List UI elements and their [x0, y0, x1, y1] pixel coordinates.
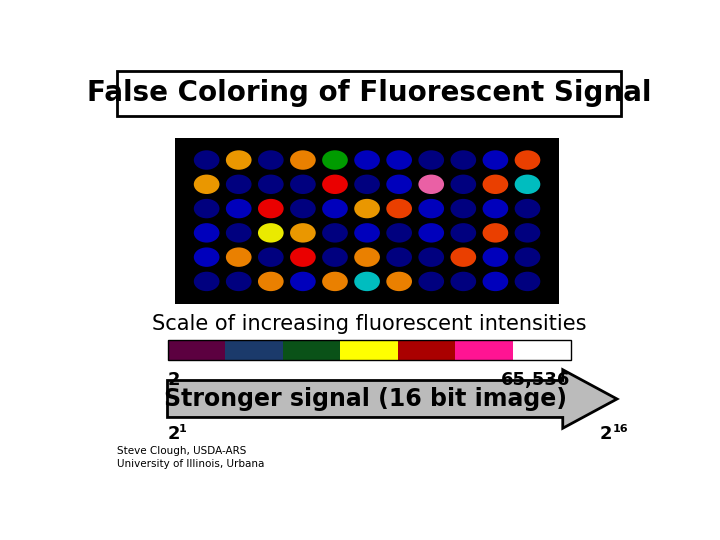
- Ellipse shape: [418, 199, 444, 218]
- Bar: [168, 340, 225, 361]
- Bar: [397, 340, 455, 361]
- Ellipse shape: [387, 174, 412, 194]
- Bar: [168, 340, 570, 361]
- Ellipse shape: [290, 223, 316, 242]
- Ellipse shape: [387, 247, 412, 267]
- Ellipse shape: [322, 150, 348, 170]
- Text: Stronger signal (16 bit image): Stronger signal (16 bit image): [163, 387, 567, 411]
- Ellipse shape: [194, 199, 220, 218]
- Ellipse shape: [387, 199, 412, 218]
- Ellipse shape: [482, 150, 508, 170]
- Text: Steve Clough, USDA-ARS
University of Illinois, Urbana: Steve Clough, USDA-ARS University of Ill…: [117, 446, 264, 469]
- Bar: [513, 340, 570, 361]
- Ellipse shape: [354, 174, 380, 194]
- Ellipse shape: [322, 199, 348, 218]
- Ellipse shape: [482, 174, 508, 194]
- Bar: [341, 340, 397, 361]
- Ellipse shape: [258, 247, 284, 267]
- Ellipse shape: [354, 247, 380, 267]
- Ellipse shape: [258, 150, 284, 170]
- Ellipse shape: [290, 174, 316, 194]
- Ellipse shape: [387, 150, 412, 170]
- Ellipse shape: [515, 272, 540, 291]
- Text: 2: 2: [168, 372, 180, 389]
- Ellipse shape: [226, 150, 251, 170]
- Ellipse shape: [354, 199, 380, 218]
- Ellipse shape: [194, 174, 220, 194]
- Ellipse shape: [451, 247, 476, 267]
- Ellipse shape: [354, 272, 380, 291]
- Text: Scale of increasing fluorescent intensities: Scale of increasing fluorescent intensit…: [152, 314, 586, 334]
- Ellipse shape: [515, 199, 540, 218]
- Ellipse shape: [482, 272, 508, 291]
- Ellipse shape: [451, 174, 476, 194]
- Ellipse shape: [451, 199, 476, 218]
- Ellipse shape: [418, 174, 444, 194]
- Ellipse shape: [515, 223, 540, 242]
- Ellipse shape: [194, 247, 220, 267]
- Bar: [117, 71, 621, 116]
- Ellipse shape: [258, 223, 284, 242]
- Ellipse shape: [322, 174, 348, 194]
- Ellipse shape: [290, 199, 316, 218]
- Ellipse shape: [194, 150, 220, 170]
- Ellipse shape: [258, 199, 284, 218]
- Ellipse shape: [258, 272, 284, 291]
- Ellipse shape: [354, 223, 380, 242]
- Bar: [175, 138, 559, 303]
- Ellipse shape: [354, 150, 380, 170]
- Ellipse shape: [322, 247, 348, 267]
- Ellipse shape: [194, 272, 220, 291]
- Ellipse shape: [290, 272, 316, 291]
- Ellipse shape: [194, 223, 220, 242]
- Ellipse shape: [322, 272, 348, 291]
- Ellipse shape: [226, 174, 251, 194]
- Text: 16: 16: [612, 423, 628, 434]
- Text: 65,536: 65,536: [501, 372, 570, 389]
- Ellipse shape: [322, 223, 348, 242]
- Ellipse shape: [226, 272, 251, 291]
- Ellipse shape: [451, 223, 476, 242]
- Ellipse shape: [482, 199, 508, 218]
- Ellipse shape: [482, 247, 508, 267]
- Ellipse shape: [387, 223, 412, 242]
- Ellipse shape: [226, 199, 251, 218]
- Ellipse shape: [418, 272, 444, 291]
- Text: 2: 2: [168, 425, 180, 443]
- Polygon shape: [168, 370, 617, 428]
- Ellipse shape: [290, 150, 316, 170]
- Bar: [455, 340, 513, 361]
- Ellipse shape: [515, 174, 540, 194]
- Ellipse shape: [451, 272, 476, 291]
- Ellipse shape: [387, 272, 412, 291]
- Ellipse shape: [418, 223, 444, 242]
- Bar: [283, 340, 341, 361]
- Ellipse shape: [482, 223, 508, 242]
- Bar: [225, 340, 283, 361]
- Ellipse shape: [515, 247, 540, 267]
- Ellipse shape: [290, 247, 316, 267]
- Ellipse shape: [226, 223, 251, 242]
- Text: 1: 1: [179, 423, 186, 434]
- Ellipse shape: [418, 150, 444, 170]
- Ellipse shape: [258, 174, 284, 194]
- Ellipse shape: [451, 150, 476, 170]
- Text: False Coloring of Fluorescent Signal: False Coloring of Fluorescent Signal: [86, 79, 652, 107]
- Ellipse shape: [418, 247, 444, 267]
- Ellipse shape: [226, 247, 251, 267]
- Ellipse shape: [515, 150, 540, 170]
- Text: 2: 2: [600, 425, 613, 443]
